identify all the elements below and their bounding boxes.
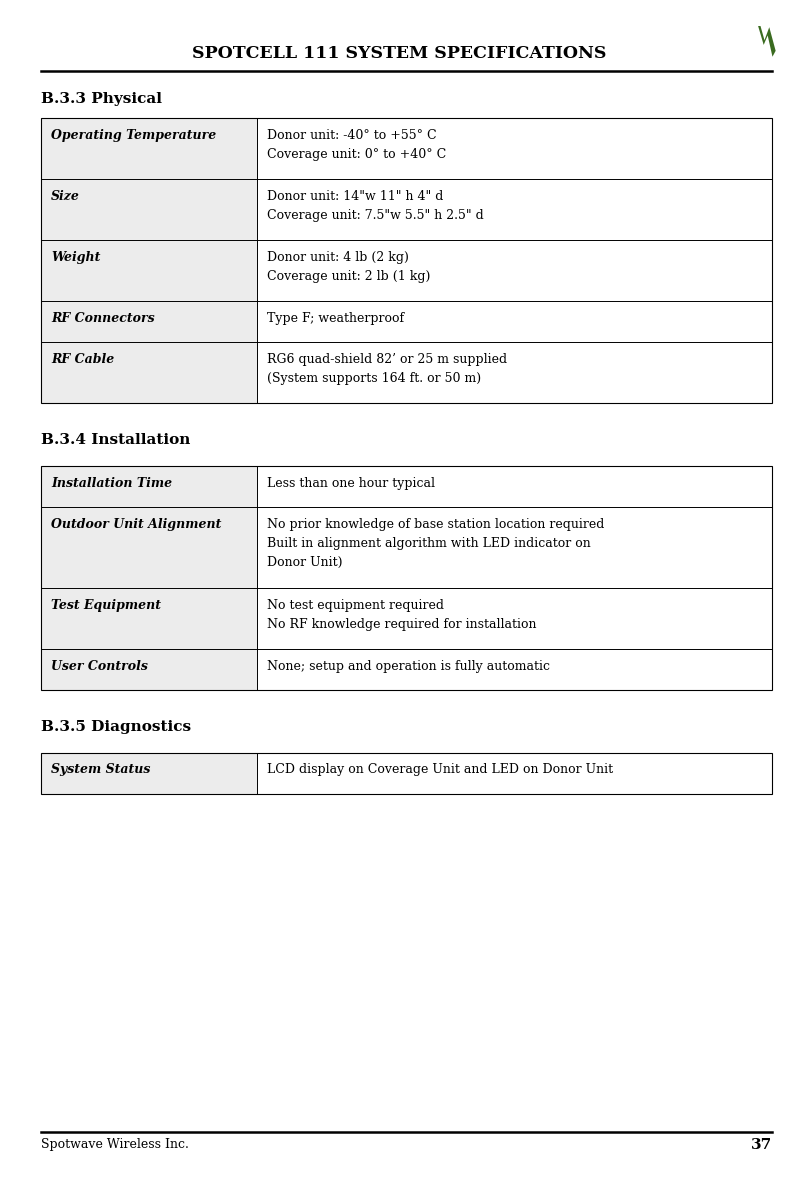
Bar bbox=[41, 649, 257, 690]
Text: Weight: Weight bbox=[51, 251, 101, 264]
Text: Test Equipment: Test Equipment bbox=[51, 598, 161, 611]
Text: LCD display on Coverage Unit and LED on Donor Unit: LCD display on Coverage Unit and LED on … bbox=[267, 764, 613, 777]
Text: Less than one hour typical: Less than one hour typical bbox=[267, 476, 435, 489]
Text: No test equipment required
No RF knowledge required for installation: No test equipment required No RF knowled… bbox=[267, 598, 536, 630]
Bar bbox=[257, 180, 772, 240]
Bar bbox=[257, 240, 772, 301]
Bar bbox=[257, 507, 772, 587]
Bar bbox=[257, 587, 772, 649]
Text: No prior knowledge of base station location required
Built in alignment algorith: No prior knowledge of base station locat… bbox=[267, 518, 604, 569]
Bar bbox=[257, 301, 772, 343]
Bar bbox=[257, 343, 772, 403]
Text: B.3.4 Installation: B.3.4 Installation bbox=[41, 433, 191, 447]
Bar bbox=[41, 587, 257, 649]
Text: 37: 37 bbox=[751, 1138, 772, 1152]
Bar bbox=[41, 118, 772, 403]
Polygon shape bbox=[758, 26, 776, 57]
Text: Operating Temperature: Operating Temperature bbox=[51, 129, 216, 142]
Text: Donor unit: -40° to +55° C
Coverage unit: 0° to +40° C: Donor unit: -40° to +55° C Coverage unit… bbox=[267, 129, 446, 161]
Bar bbox=[257, 118, 772, 180]
Text: None; setup and operation is fully automatic: None; setup and operation is fully autom… bbox=[267, 660, 550, 673]
Bar bbox=[41, 466, 257, 507]
Text: System Status: System Status bbox=[51, 764, 151, 777]
Bar bbox=[257, 466, 772, 507]
Bar bbox=[41, 466, 772, 690]
Text: Spotwave Wireless Inc.: Spotwave Wireless Inc. bbox=[41, 1138, 189, 1151]
Bar bbox=[41, 753, 772, 794]
Bar bbox=[41, 301, 257, 343]
Text: B.3.5 Diagnostics: B.3.5 Diagnostics bbox=[41, 720, 192, 734]
Bar bbox=[257, 753, 772, 794]
Bar bbox=[41, 180, 257, 240]
Text: B.3.3 Physical: B.3.3 Physical bbox=[41, 92, 163, 106]
Text: Installation Time: Installation Time bbox=[51, 476, 172, 489]
Text: User Controls: User Controls bbox=[51, 660, 148, 673]
Text: RF Connectors: RF Connectors bbox=[51, 312, 155, 325]
Bar bbox=[41, 240, 257, 301]
Text: Outdoor Unit Alignment: Outdoor Unit Alignment bbox=[51, 518, 222, 531]
Text: Type F; weatherproof: Type F; weatherproof bbox=[267, 312, 404, 325]
Bar bbox=[41, 753, 257, 794]
Bar bbox=[41, 343, 257, 403]
Text: Donor unit: 14"w 11" h 4" d
Coverage unit: 7.5"w 5.5" h 2.5" d: Donor unit: 14"w 11" h 4" d Coverage uni… bbox=[267, 190, 484, 222]
Bar bbox=[41, 507, 257, 587]
Text: RG6 quad-shield 82’ or 25 m supplied
(System supports 164 ft. or 50 m): RG6 quad-shield 82’ or 25 m supplied (Sy… bbox=[267, 353, 507, 385]
Text: SPOTCELL 111 SYSTEM SPECIFICATIONS: SPOTCELL 111 SYSTEM SPECIFICATIONS bbox=[192, 45, 606, 61]
Text: Size: Size bbox=[51, 190, 80, 203]
Text: RF Cable: RF Cable bbox=[51, 353, 114, 366]
Bar bbox=[257, 649, 772, 690]
Bar bbox=[41, 118, 257, 180]
Text: Donor unit: 4 lb (2 kg)
Coverage unit: 2 lb (1 kg): Donor unit: 4 lb (2 kg) Coverage unit: 2… bbox=[267, 251, 430, 282]
